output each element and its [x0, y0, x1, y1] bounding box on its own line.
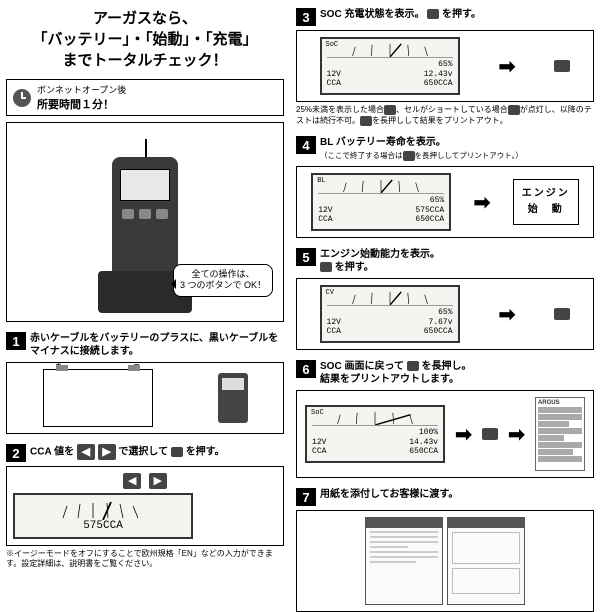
step-2-body: ◀ ▶ 575CCA: [6, 466, 284, 546]
engine-start-box: エンジン 始 動: [513, 179, 579, 225]
enter-button-icon[interactable]: [554, 60, 570, 72]
step-title: エンジン始動能力を表示。 を押す。: [320, 248, 594, 274]
right-column: 3 SOC 充電状態を表示。 を押す。 SoC 65% 12V12.43v CC…: [290, 0, 600, 600]
cca-lcd: 575CCA: [13, 493, 193, 539]
step-title: CCA 値を ◀ ▶ で選択して を押す。: [30, 444, 284, 460]
arrow-right-icon: ➡: [499, 54, 516, 79]
enter-button-icon[interactable]: [427, 9, 439, 19]
step-number: 2: [6, 444, 26, 462]
step-7-body: [296, 510, 594, 612]
cell-icon: [508, 105, 520, 115]
device-illustration: 全ての操作は、 3 つのボタンで OK！: [6, 122, 284, 322]
lcd-display: CV 65% 12V7.67v CCA650CCA: [320, 285, 460, 343]
step-3: 3 SOC 充電状態を表示。 を押す。 SoC 65% 12V12.43v CC…: [296, 8, 594, 126]
device-screen: [120, 169, 170, 201]
step-4: 4 BL バッテリー寿命を表示。 （ここで終了する場合はを長押ししてプリントアウ…: [296, 136, 594, 238]
step-1: 1 赤いケーブルをバッテリーのプラスに、黒いケーブルをマイナスに接続します。: [6, 332, 284, 434]
printout-icon: ARGUS: [535, 397, 585, 471]
step-5: 5 エンジン始動能力を表示。 を押す。 CV 65% 12V7.67v CCA6…: [296, 248, 594, 350]
time-text: ボンネットオープン後 所要時間１分！: [37, 83, 126, 112]
battery-icon: [43, 369, 153, 427]
step-title: 赤いケーブルをバッテリーのプラスに、黒いケーブルをマイナスに接続します。: [30, 332, 284, 358]
step-1-body: [6, 362, 284, 434]
step-subtitle: （ここで終了する場合はを長押ししてプリントアウト。）: [320, 151, 523, 160]
step-title: SOC 画面に戻って を長押し。 結果をプリントアウトします。: [320, 360, 594, 386]
arrow-right-icon: ➡: [499, 302, 516, 327]
right-arrow-button[interactable]: ▶: [98, 444, 116, 460]
headline-line2: 「バッテリー」・「始動」・「充電」: [6, 29, 284, 50]
bubble-line1: 全ての操作は、: [180, 269, 266, 281]
step-6: 6 SOC 画面に戻って を長押し。 結果をプリントアウトします。 SoC 10…: [296, 360, 594, 478]
step-title: BL バッテリー寿命を表示。 （ここで終了する場合はを長押ししてプリントアウト。…: [320, 136, 594, 162]
clock-icon: [13, 89, 31, 107]
enter-button-icon[interactable]: [554, 308, 570, 320]
enter-button-icon: [403, 151, 415, 161]
lcd-display: SoC 65% 12V12.43v CCA650CCA: [320, 37, 460, 95]
arrow-right-icon: ➡: [508, 422, 525, 447]
step-number: 6: [296, 360, 316, 378]
step-5-body: CV 65% 12V7.67v CCA650CCA ➡: [296, 278, 594, 350]
step-title: SOC 充電状態を表示。 を押す。: [320, 8, 594, 21]
arrow-right-icon: ➡: [474, 190, 491, 215]
step-2-footnote: ※イージーモードをオフにすることで欧州規格「EN」などの入力ができます。設定詳細…: [6, 549, 284, 570]
step-3-footnote: 25%未満を表示した場合、セルがショートしている場合が点灯し、以降のテストは続行…: [296, 105, 594, 126]
step-3-body: SoC 65% 12V12.43v CCA650CCA ➡: [296, 30, 594, 102]
step-2: 2 CCA 値を ◀ ▶ で選択して を押す。 ◀ ▶: [6, 444, 284, 570]
mini-device-icon: [218, 373, 248, 423]
enter-button-icon[interactable]: [171, 447, 183, 457]
step-number: 7: [296, 488, 316, 506]
enter-button-icon: [360, 116, 372, 126]
left-arrow-button[interactable]: ◀: [77, 444, 95, 460]
device-body: [112, 157, 178, 287]
device-buttons: [122, 209, 168, 223]
left-arrow-button[interactable]: ◀: [123, 473, 141, 489]
right-arrow-button[interactable]: ▶: [149, 473, 167, 489]
enter-button-icon[interactable]: [320, 262, 332, 272]
cca-value: 575CCA: [18, 520, 188, 532]
lcd-display: BL 65% 12V575CCA CCA650CCA: [311, 173, 451, 231]
time-main: 所要時間１分！: [37, 99, 114, 111]
time-pre: ボンネットオープン後: [37, 85, 126, 95]
cable-icon: [145, 139, 147, 157]
step-number: 1: [6, 332, 26, 350]
speech-bubble: 全ての操作は、 3 つのボタンで OK！: [173, 264, 273, 297]
step-number: 4: [296, 136, 316, 154]
lcd-display: SoC 100% 12V14.43v CCA650CCA: [305, 405, 445, 463]
headline-line1: アーガスなら、: [6, 8, 284, 29]
step-number: 5: [296, 248, 316, 266]
headline-line3: までトータルチェック！: [6, 50, 284, 71]
time-bar: ボンネットオープン後 所要時間１分！: [6, 79, 284, 116]
step-6-body: SoC 100% 12V14.43v CCA650CCA ➡ ➡ ARGUS: [296, 390, 594, 478]
enter-button-icon[interactable]: [482, 428, 498, 440]
bubble-line2: 3 つのボタンで OK！: [180, 280, 266, 292]
warn-icon: [384, 105, 396, 115]
enter-button-icon[interactable]: [407, 361, 419, 371]
document-icon: [365, 517, 443, 605]
arrow-right-icon: ➡: [455, 422, 472, 447]
step-title: 用紙を添付してお客様に渡す。: [320, 488, 594, 501]
step-7: 7 用紙を添付してお客様に渡す。: [296, 488, 594, 612]
page: アーガスなら、 「バッテリー」・「始動」・「充電」 までトータルチェック！ ボン…: [0, 0, 600, 600]
document-icon: [447, 517, 525, 605]
step-4-body: BL 65% 12V575CCA CCA650CCA ➡ エンジン 始 動: [296, 166, 594, 238]
step-number: 3: [296, 8, 316, 26]
left-column: アーガスなら、 「バッテリー」・「始動」・「充電」 までトータルチェック！ ボン…: [0, 0, 290, 600]
headline: アーガスなら、 「バッテリー」・「始動」・「充電」 までトータルチェック！: [6, 8, 284, 71]
